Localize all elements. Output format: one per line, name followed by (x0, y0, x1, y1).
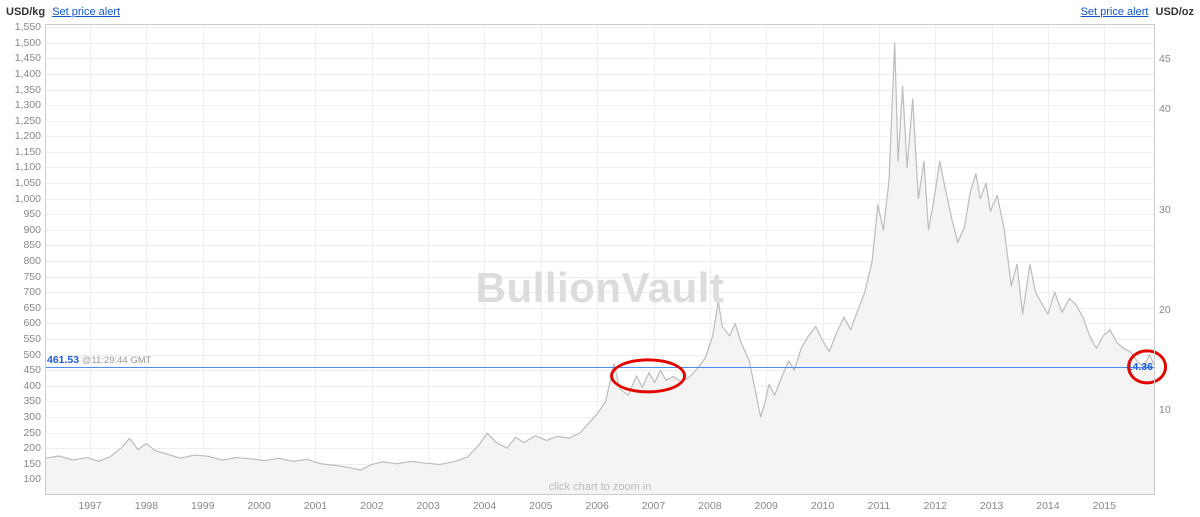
x-tick-label: 2002 (360, 501, 383, 512)
y-right-tick-label: 10 (1159, 405, 1171, 416)
x-tick-label: 2014 (1036, 501, 1059, 512)
x-tick-label: 1998 (135, 501, 158, 512)
header-right: Set price alert USD/oz (1081, 6, 1194, 18)
x-tick-label: 1999 (191, 501, 214, 512)
x-tick-label: 2010 (811, 501, 834, 512)
y-left-tick-label: 1,200 (0, 131, 41, 142)
x-tick-label: 2015 (1093, 501, 1116, 512)
x-tick-label: 2008 (698, 501, 721, 512)
y-left-tick-label: 650 (0, 303, 41, 314)
y-left-tick-label: 1,300 (0, 100, 41, 111)
y-left-tick-label: 1,100 (0, 162, 41, 173)
y-left-tick-label: 800 (0, 256, 41, 267)
y-left-tick-label: 1,050 (0, 178, 41, 189)
y-left-tick-label: 500 (0, 349, 41, 360)
y-left-tick-label: 900 (0, 225, 41, 236)
zoom-hint: click chart to zoom in (549, 481, 652, 493)
unit-left-label: USD/kg (6, 6, 45, 18)
y-left-tick-label: 350 (0, 396, 41, 407)
x-tick-label: 2005 (529, 501, 552, 512)
x-tick-label: 2009 (755, 501, 778, 512)
y-left-tick-label: 1,350 (0, 84, 41, 95)
y-left-tick-label: 700 (0, 287, 41, 298)
x-tick-label: 2004 (473, 501, 496, 512)
set-price-alert-link-left[interactable]: Set price alert (52, 6, 120, 18)
y-right-tick-label: 45 (1159, 54, 1171, 65)
y-left-tick-label: 300 (0, 412, 41, 423)
y-left-tick-label: 1,000 (0, 193, 41, 204)
y-left-tick-label: 850 (0, 240, 41, 251)
y-right-tick-label: 40 (1159, 104, 1171, 115)
x-tick-label: 2007 (642, 501, 665, 512)
y-right-tick-label: 30 (1159, 204, 1171, 215)
y-left-tick-label: 100 (0, 474, 41, 485)
y-left-tick-label: 1,150 (0, 147, 41, 158)
y-right-tick-label: 20 (1159, 305, 1171, 316)
y-left-tick-label: 1,400 (0, 69, 41, 80)
x-tick-label: 2001 (304, 501, 327, 512)
x-tick-label: 2003 (416, 501, 439, 512)
current-price-line (45, 367, 1155, 368)
y-left-tick-label: 950 (0, 209, 41, 220)
annotation-circle (610, 358, 686, 393)
unit-right-label: USD/oz (1156, 6, 1195, 18)
header-left: USD/kg Set price alert (6, 6, 120, 18)
y-left-tick-label: 400 (0, 381, 41, 392)
x-tick-label: 1997 (78, 501, 101, 512)
y-left-tick-label: 1,250 (0, 115, 41, 126)
current-price-label-left: 461.53 @11:29:44 GMT (47, 354, 151, 365)
price-series (45, 24, 1155, 495)
x-tick-label: 2012 (924, 501, 947, 512)
y-left-tick-label: 1,450 (0, 53, 41, 64)
y-left-tick-label: 450 (0, 365, 41, 376)
y-left-tick-label: 1,500 (0, 37, 41, 48)
x-tick-label: 2000 (247, 501, 270, 512)
y-left-tick-label: 600 (0, 318, 41, 329)
x-tick-label: 2006 (585, 501, 608, 512)
price-chart[interactable]: USD/kg Set price alert Set price alert U… (0, 0, 1200, 517)
x-tick-label: 2011 (868, 501, 891, 512)
y-left-tick-label: 250 (0, 427, 41, 438)
annotation-circle (1127, 349, 1167, 384)
y-left-tick-label: 750 (0, 271, 41, 282)
x-tick-label: 2013 (980, 501, 1003, 512)
watermark: BullionVault (476, 264, 725, 312)
y-left-tick-label: 200 (0, 443, 41, 454)
set-price-alert-link-right[interactable]: Set price alert (1081, 6, 1149, 18)
plot-area[interactable]: BullionVault click chart to zoom in 461.53… (45, 24, 1155, 495)
y-left-tick-label: 550 (0, 334, 41, 345)
y-left-tick-label: 1,550 (0, 22, 41, 33)
y-left-tick-label: 150 (0, 459, 41, 470)
